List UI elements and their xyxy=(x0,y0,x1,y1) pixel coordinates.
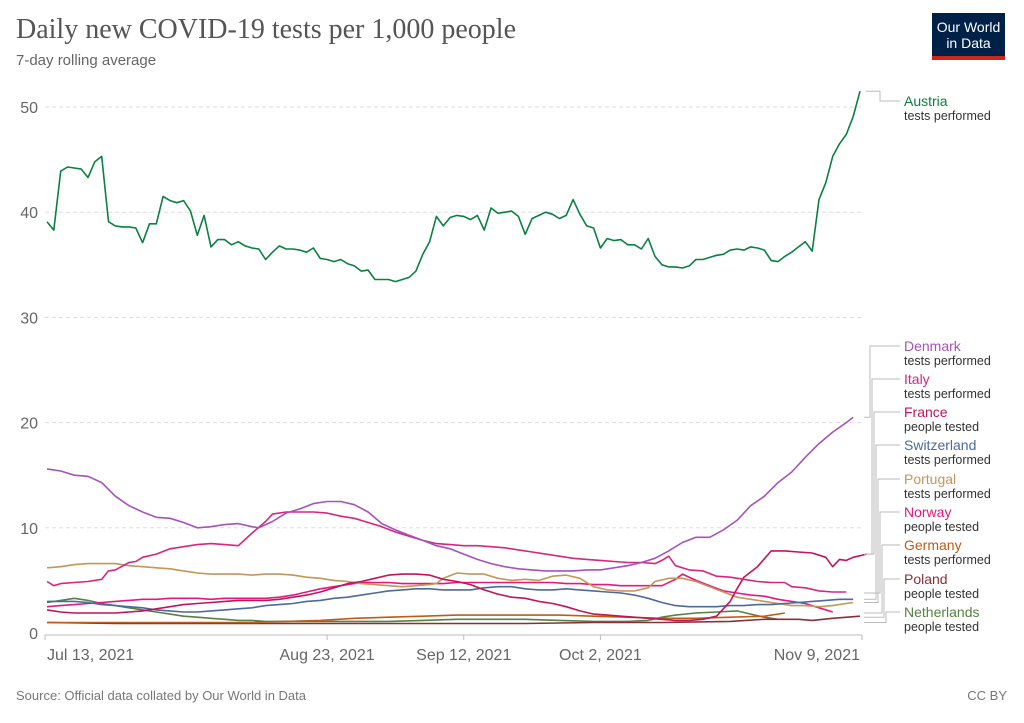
series-line-norway xyxy=(46,573,833,613)
chart-subtitle: 7-day rolling average xyxy=(16,52,157,69)
series-line-poland xyxy=(46,615,861,625)
x-tick-label: Jul 13, 2021 xyxy=(47,647,134,664)
series-label-name: Netherlands xyxy=(904,604,980,620)
series-label-metric: tests performed xyxy=(904,453,991,467)
series-label-metric: tests performed xyxy=(904,553,991,567)
line-chart: 0 10 20 30 40 50 Jul 13, 2021 Aug 23, 2021 Sep … xyxy=(20,90,991,664)
y-tick-label: 50 xyxy=(20,100,38,117)
y-tick-label: 0 xyxy=(29,626,38,643)
series-label-metric: tests performed xyxy=(904,387,991,401)
series-label-metric: tests performed xyxy=(904,109,991,123)
series-label-metric: people tested xyxy=(904,520,979,534)
series-label-name: Switzerland xyxy=(904,437,976,453)
series-label-metric: people tested xyxy=(904,620,979,634)
y-tick-label: 30 xyxy=(20,310,38,327)
label-connector xyxy=(864,578,900,618)
series-label-metric: tests performed xyxy=(904,487,991,501)
series-label-name: Italy xyxy=(904,371,930,387)
y-tick-label: 40 xyxy=(20,205,38,222)
series-label-name: France xyxy=(904,404,948,420)
x-tick-label: Oct 2, 2021 xyxy=(559,647,642,664)
series-label-name: Norway xyxy=(904,504,951,520)
source-note[interactable]: Source: Official data collated by Our Wo… xyxy=(16,688,306,703)
label-connector xyxy=(864,511,900,594)
label-connector xyxy=(864,444,900,600)
logo-line2: in Data xyxy=(946,35,991,51)
series-label-name: Germany xyxy=(904,537,962,553)
label-connector xyxy=(864,611,900,623)
series-label-name: Portugal xyxy=(904,471,956,487)
label-connector xyxy=(864,378,900,555)
gridlines xyxy=(45,106,862,529)
series-lines xyxy=(46,90,867,625)
series-label-name: Austria xyxy=(904,93,948,109)
license-link[interactable]: CC BY xyxy=(967,688,1007,703)
series-label-name: Poland xyxy=(904,571,948,587)
chart-title: Daily new COVID-19 tests per 1,000 peopl… xyxy=(16,14,517,45)
series-label-name: Denmark xyxy=(904,338,962,354)
label-connector xyxy=(864,478,900,603)
series-line-denmark xyxy=(46,416,854,572)
y-tick-label: 20 xyxy=(20,416,38,433)
logo-line1: Our World xyxy=(936,19,1001,35)
owid-logo[interactable]: Our World in Data xyxy=(932,13,1005,60)
x-tick-label: Nov 9, 2021 xyxy=(774,647,860,664)
x-tick-label: Aug 23, 2021 xyxy=(280,647,375,664)
series-line-netherlands xyxy=(46,597,779,623)
label-connector xyxy=(864,411,900,555)
label-connector xyxy=(864,544,900,614)
series-label-metric: people tested xyxy=(904,587,979,601)
series-label-metric: tests performed xyxy=(904,354,991,368)
logo-accent-bar xyxy=(932,56,1005,60)
x-axis: Jul 13, 2021 Aug 23, 2021 Sep 12, 2021 Oct … xyxy=(44,634,863,664)
series-label-metric: people tested xyxy=(904,420,979,434)
x-tick-label: Sep 12, 2021 xyxy=(416,647,511,664)
series-line-france xyxy=(46,550,867,622)
series-line-austria xyxy=(46,90,861,283)
label-connector xyxy=(866,90,900,102)
series-line-italy xyxy=(46,511,847,593)
series-line-portugal xyxy=(46,562,854,608)
series-line-germany xyxy=(47,612,785,624)
series-line-switzerland xyxy=(47,585,854,613)
y-axis-ticks: 0 10 20 30 40 50 xyxy=(20,100,38,643)
label-connector xyxy=(864,345,900,418)
y-tick-label: 10 xyxy=(20,521,38,538)
